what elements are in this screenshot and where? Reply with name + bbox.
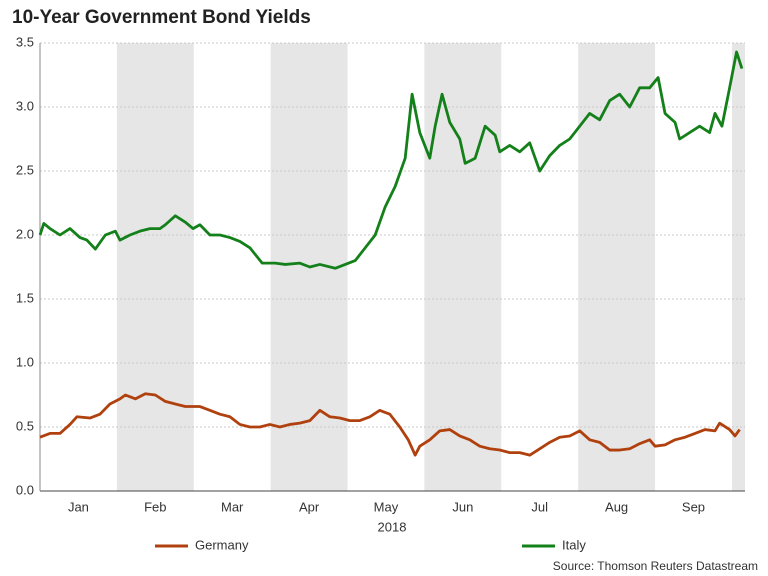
series-line: [39, 392, 741, 457]
chart-title: 10-Year Government Bond Yields: [12, 7, 311, 28]
month-shade: [116, 43, 194, 491]
x-tick-label: Jan: [68, 499, 89, 514]
x-tick-label: Mar: [221, 499, 244, 514]
y-tick-label: 3.0: [16, 98, 34, 113]
month-shade: [578, 43, 656, 491]
x-tick-label: May: [374, 499, 399, 514]
y-tick-label: 3.5: [16, 34, 34, 49]
x-tick-label: Jun: [452, 499, 473, 514]
y-tick-label: 1.5: [16, 290, 34, 305]
x-tick-label: Aug: [605, 499, 628, 514]
legend-label: Italy: [562, 537, 586, 552]
x-tick-label: Feb: [144, 499, 166, 514]
x-tick-label: Sep: [682, 499, 705, 514]
background-layer: [40, 42, 745, 492]
month-shade: [731, 43, 745, 491]
y-tick-label: 0.0: [16, 482, 34, 497]
y-tick-label: 2.0: [16, 226, 34, 241]
x-tick-label: Jul: [531, 499, 548, 514]
y-tick-label: 1.0: [16, 354, 34, 369]
x-axis-label: 2018: [378, 519, 407, 534]
y-tick-label: 2.5: [16, 162, 34, 177]
source-note: Source: Thomson Reuters Datastream: [553, 559, 758, 573]
month-shade: [424, 43, 502, 491]
series-line: [38, 50, 744, 270]
y-tick-label: 0.5: [16, 418, 34, 433]
legend-label: Germany: [195, 537, 249, 552]
x-tick-label: Apr: [299, 499, 320, 514]
